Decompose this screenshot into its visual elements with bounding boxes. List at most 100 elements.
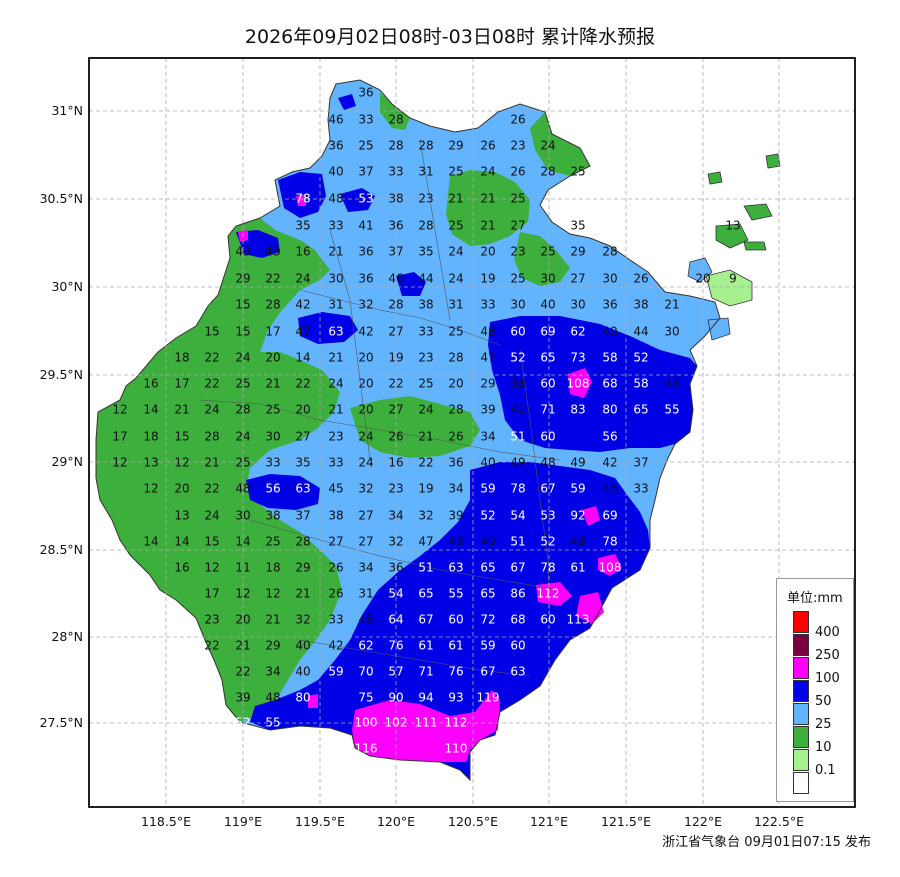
station-value: 24 xyxy=(295,272,310,286)
legend-title: 单位:mm xyxy=(787,591,843,606)
station-value: 78 xyxy=(602,535,617,549)
station-value: 26 xyxy=(328,587,343,601)
station-value: 19 xyxy=(418,482,433,496)
station-value: 49 xyxy=(480,535,495,549)
station-value: 29 xyxy=(480,377,495,391)
station-value: 16 xyxy=(295,245,310,259)
station-value: 72 xyxy=(480,613,495,627)
lat-axis: 31°N 30.5°N 30°N 29.5°N 29°N 28.5°N 28°N… xyxy=(40,103,83,730)
station-value: 25 xyxy=(510,192,525,206)
station-value: 22 xyxy=(235,665,250,679)
station-value: 30 xyxy=(265,430,280,444)
station-value: 31 xyxy=(328,298,343,312)
station-value: 24 xyxy=(448,245,463,259)
station-value: 42 xyxy=(358,325,373,339)
province-boundary xyxy=(95,79,721,782)
station-value: 24 xyxy=(418,403,433,417)
station-value: 39 xyxy=(235,691,250,705)
station-value: 24 xyxy=(540,139,555,153)
station-value: 48 xyxy=(265,691,280,705)
station-value: 33 xyxy=(265,456,280,470)
station-value: 36 xyxy=(328,139,343,153)
zone-100mm-e4 xyxy=(598,554,622,576)
station-value: 48 xyxy=(235,482,250,496)
station-value: 18 xyxy=(143,430,158,444)
station-value: 14 xyxy=(295,351,310,365)
legend-label: 100 xyxy=(815,671,840,686)
station-value: 33 xyxy=(418,325,433,339)
station-value: 69 xyxy=(540,325,555,339)
station-value: 18 xyxy=(265,561,280,575)
island-zhoushan-4 xyxy=(743,203,773,221)
station-value: 20 xyxy=(295,403,310,417)
station-value: 68 xyxy=(602,377,617,391)
station-value: 113 xyxy=(567,613,590,627)
legend-label: 250 xyxy=(815,648,840,663)
station-value: 38 xyxy=(388,192,403,206)
lon-label: 118.5°E xyxy=(141,814,191,829)
station-value: 27 xyxy=(328,535,343,549)
station-value: 27 xyxy=(570,272,585,286)
station-value: 14 xyxy=(143,403,158,417)
station-value: 60 xyxy=(510,639,525,653)
station-value: 43 xyxy=(265,245,280,259)
lat-label: 28°N xyxy=(51,629,83,644)
station-value: 32 xyxy=(418,509,433,523)
station-value: 19 xyxy=(388,351,403,365)
station-value: 17 xyxy=(265,325,280,339)
station-value: 28 xyxy=(540,165,555,179)
station-value: 48 xyxy=(480,325,495,339)
lon-label: 120.5°E xyxy=(448,814,498,829)
station-value: 25 xyxy=(448,165,463,179)
station-value: 78 xyxy=(510,482,525,496)
station-value: 36 xyxy=(358,245,373,259)
station-value: 21 xyxy=(448,192,463,206)
station-value: 25 xyxy=(540,245,555,259)
station-value: 14 xyxy=(143,535,158,549)
legend-label: 0.1 xyxy=(815,763,836,778)
station-value: 21 xyxy=(204,456,219,470)
station-value: 111 xyxy=(415,716,438,730)
lon-label: 119°E xyxy=(224,814,262,829)
station-value: 16 xyxy=(388,456,403,470)
station-value: 68 xyxy=(510,613,525,627)
station-value: 21 xyxy=(328,351,343,365)
station-value: 25 xyxy=(448,219,463,233)
station-value: 26 xyxy=(510,165,525,179)
zone-100mm-e1 xyxy=(568,368,592,398)
station-value: 36 xyxy=(388,219,403,233)
station-value: 26 xyxy=(633,272,648,286)
station-value: 13 xyxy=(143,456,158,470)
legend-label: 10 xyxy=(815,740,832,755)
station-value: 16 xyxy=(143,377,158,391)
station-value: 35 xyxy=(570,219,585,233)
station-value: 28 xyxy=(235,403,250,417)
station-value: 48 xyxy=(570,535,585,549)
station-value: 52 xyxy=(510,351,525,365)
station-value: 29 xyxy=(295,561,310,575)
station-value: 54 xyxy=(388,587,403,601)
station-value: 32 xyxy=(358,482,373,496)
station-value: 28 xyxy=(388,298,403,312)
station-value: 24 xyxy=(358,430,373,444)
station-value: 44 xyxy=(633,325,648,339)
station-value: 33 xyxy=(328,219,343,233)
zone-10mm-north2 xyxy=(380,92,410,130)
station-value: 65 xyxy=(480,561,495,575)
legend-swatch xyxy=(793,726,809,748)
legend: 单位:mm 400 250 100 50 25 10 0.1 xyxy=(776,578,854,802)
station-value: 42 xyxy=(328,639,343,653)
station-value: 24 xyxy=(328,377,343,391)
station-value: 41 xyxy=(358,219,373,233)
station-value: 76 xyxy=(448,665,463,679)
station-value: 23 xyxy=(328,430,343,444)
station-value: 21 xyxy=(480,219,495,233)
zone-50mm-n3 xyxy=(396,272,426,296)
station-value: 12 xyxy=(265,587,280,601)
station-value: 40 xyxy=(295,665,310,679)
zone-100mm-south xyxy=(352,690,500,762)
station-value: 25 xyxy=(510,272,525,286)
station-value: 22 xyxy=(204,351,219,365)
station-value: 28 xyxy=(448,351,463,365)
station-value: 20 xyxy=(265,351,280,365)
